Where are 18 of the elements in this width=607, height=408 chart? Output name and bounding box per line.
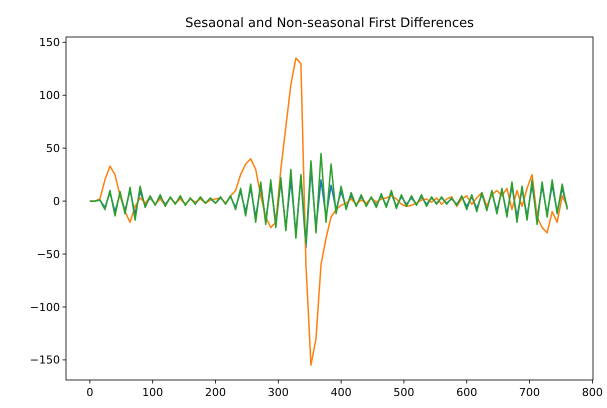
x-tick-label: 700 bbox=[519, 386, 540, 399]
x-tick-label: 800 bbox=[582, 386, 603, 399]
y-tick-label: −50 bbox=[36, 248, 60, 261]
line-series bbox=[89, 152, 568, 244]
y-tick-label: 150 bbox=[39, 36, 60, 50]
y-tick-label: 50 bbox=[46, 142, 60, 156]
y-tick-label: −100 bbox=[30, 300, 60, 314]
x-tick-label: 500 bbox=[393, 386, 414, 399]
y-tick-label: −150 bbox=[30, 354, 60, 367]
x-tick-label: 300 bbox=[268, 386, 289, 399]
x-tick-label: 400 bbox=[330, 386, 352, 399]
x-tick-label: 0 bbox=[86, 386, 94, 399]
x-tick-label: 200 bbox=[204, 386, 226, 399]
chart-title: Sesaonal and Non-seasonal First Differences bbox=[185, 16, 474, 31]
y-tick-label: 0 bbox=[53, 194, 60, 208]
x-tick-label: 600 bbox=[456, 386, 478, 399]
y-tick-label: 100 bbox=[39, 89, 60, 102]
x-tick-label: 100 bbox=[142, 386, 164, 399]
